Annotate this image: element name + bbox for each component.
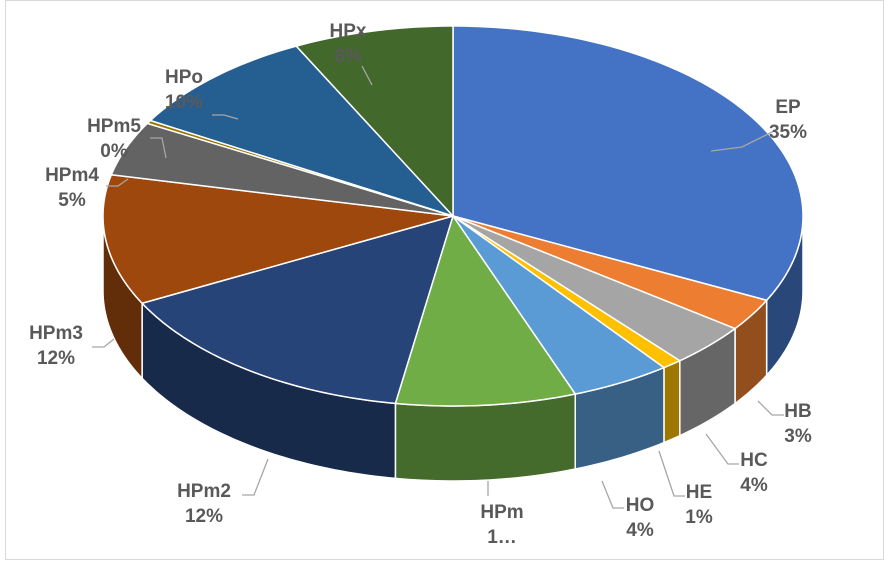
leader-line-hb xyxy=(757,400,784,416)
slice-label-hpm5: HPm5 xyxy=(87,116,141,137)
leader-line-he xyxy=(658,450,685,497)
slice-hb[interactable] xyxy=(452,215,769,330)
slice-side-hpm xyxy=(394,393,576,482)
slice-label-ep: EP xyxy=(775,97,801,118)
leader-line-hpx xyxy=(361,65,373,86)
slice-ho[interactable] xyxy=(452,215,666,395)
leader-line-ep xyxy=(710,128,779,152)
leader-line-hpm4 xyxy=(106,178,129,187)
slice-percent-hpm5: 0% xyxy=(100,141,128,162)
slice-label-he: HE xyxy=(686,482,712,503)
slice-percent-hpm: 1… xyxy=(487,527,517,548)
slice-hc[interactable] xyxy=(452,215,737,362)
slice-side-he xyxy=(663,359,681,444)
slice-label-hpm3: HPm3 xyxy=(29,323,83,344)
slice-percent-ep: 35% xyxy=(769,122,807,143)
slice-hpm3[interactable] xyxy=(102,173,454,305)
slice-label-ho: HO xyxy=(626,495,655,516)
slice-label-hpo: HPo xyxy=(165,67,203,88)
slice-hpx[interactable] xyxy=(294,25,454,218)
slice-percent-hpm3: 12% xyxy=(37,348,75,369)
slice-percent-hb: 3% xyxy=(784,426,812,447)
slice-label-hpm2: HPm2 xyxy=(177,481,231,502)
slice-percent-hpm4: 5% xyxy=(58,190,86,211)
leader-line-hpm3 xyxy=(92,338,115,348)
slice-label-hc: HC xyxy=(740,450,768,471)
leader-line-hpm2 xyxy=(242,458,269,496)
leader-line-hc xyxy=(705,433,739,465)
slice-percent-hpm2: 12% xyxy=(185,506,223,527)
slice-percent-hc: 4% xyxy=(740,475,768,496)
slice-label-hpm4: HPm4 xyxy=(45,165,99,186)
slice-hpm[interactable] xyxy=(394,214,577,407)
slice-percent-hpx: 8% xyxy=(334,46,362,67)
chart-frame: EP 35% HB 3% HC 4% HE 1% HO 4% HPm 1… HPm2 12% HPm3 12%… xyxy=(5,0,884,560)
slice-percent-ho: 4% xyxy=(626,520,654,541)
slice-percent-hpo: 10% xyxy=(165,92,203,113)
slice-hpm4[interactable] xyxy=(110,122,454,217)
slice-percent-he: 1% xyxy=(685,507,713,528)
pie-chart: EP 35% HB 3% HC 4% HE 1% HO 4% HPm 1… HPm2 12% HPm3 12%… xyxy=(29,21,812,548)
slice-label-hpx: HPx xyxy=(330,21,367,42)
leader-line-hpo xyxy=(212,114,239,120)
slice-hpo[interactable] xyxy=(148,45,456,218)
slice-label-hpm: HPm xyxy=(480,502,523,523)
slice-hpm2[interactable] xyxy=(140,214,455,405)
slice-label-hb: HB xyxy=(784,401,811,422)
slice-ep[interactable] xyxy=(452,25,804,302)
leader-line-hpm5 xyxy=(150,137,167,159)
leader-line-ho xyxy=(601,480,624,509)
